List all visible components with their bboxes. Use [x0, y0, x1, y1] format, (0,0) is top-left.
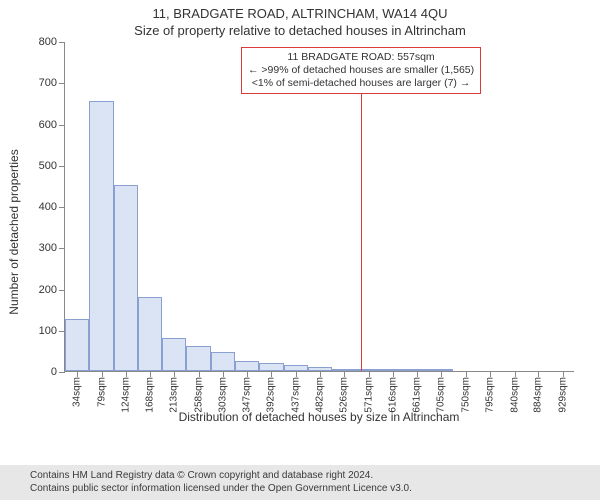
page-title-line2: Size of property relative to detached ho…	[0, 21, 600, 42]
x-tick-label: 303sqm	[218, 377, 229, 413]
x-tick-label: 34sqm	[72, 377, 83, 407]
y-tick	[59, 290, 65, 291]
annotation-line: 11 BRADGATE ROAD: 557sqm	[248, 51, 474, 64]
histogram-bar	[308, 367, 332, 371]
annotation-line: <1% of semi-detached houses are larger (…	[248, 77, 474, 90]
x-tick-label: 750sqm	[460, 377, 471, 413]
x-tick-label: 392sqm	[266, 377, 277, 413]
plot-area: 010020030040050060070080034sqm79sqm124sq…	[64, 42, 574, 372]
histogram-bar	[381, 369, 405, 371]
histogram-bar	[211, 352, 235, 371]
annotation-box: 11 BRADGATE ROAD: 557sqm← >99% of detach…	[241, 47, 481, 94]
histogram-bar	[235, 361, 259, 371]
x-tick-label: 258sqm	[193, 377, 204, 413]
footer-line1: Contains HM Land Registry data © Crown c…	[30, 469, 592, 482]
y-tick-label: 200	[39, 284, 57, 296]
x-tick-label: 884sqm	[533, 377, 544, 413]
annotation-line: ← >99% of detached houses are smaller (1…	[248, 64, 474, 77]
x-tick-label: 571sqm	[363, 377, 374, 413]
histogram-bar	[284, 365, 308, 371]
y-tick-label: 300	[39, 242, 57, 254]
histogram-bar	[259, 363, 283, 371]
x-tick-label: 840sqm	[509, 377, 520, 413]
y-tick-label: 600	[39, 119, 57, 131]
y-tick-label: 100	[39, 325, 57, 337]
x-tick-label: 795sqm	[485, 377, 496, 413]
y-tick-label: 800	[39, 36, 57, 48]
histogram-bar	[65, 319, 89, 371]
y-tick-label: 400	[39, 201, 57, 213]
x-axis-label: Distribution of detached houses by size …	[64, 410, 574, 424]
histogram-bar	[332, 369, 356, 371]
y-tick-label: 700	[39, 77, 57, 89]
footer-line2: Contains public sector information licen…	[30, 482, 592, 495]
x-tick-label: 661sqm	[412, 377, 423, 413]
x-tick-label: 168sqm	[144, 377, 155, 413]
histogram-bar	[429, 369, 453, 371]
x-tick-label: 437sqm	[290, 377, 301, 413]
histogram-bar	[186, 346, 210, 371]
x-tick-label: 616sqm	[387, 377, 398, 413]
y-axis-label: Number of detached properties	[7, 149, 21, 314]
histogram-bar	[89, 101, 113, 371]
x-tick-label: 79sqm	[96, 377, 107, 407]
footer: Contains HM Land Registry data © Crown c…	[0, 465, 600, 500]
x-tick-label: 482sqm	[315, 377, 326, 413]
x-tick-label: 526sqm	[339, 377, 350, 413]
histogram-bar	[405, 369, 429, 371]
x-tick-label: 213sqm	[169, 377, 180, 413]
x-tick-label: 347sqm	[242, 377, 253, 413]
x-tick-label: 929sqm	[557, 377, 568, 413]
chart-container: Number of detached properties 0100200300…	[24, 42, 584, 422]
histogram-bar	[138, 297, 162, 371]
y-tick	[59, 207, 65, 208]
y-tick-label: 500	[39, 160, 57, 172]
y-tick	[59, 372, 65, 373]
page-title-line1: 11, BRADGATE ROAD, ALTRINCHAM, WA14 4QU	[0, 0, 600, 21]
y-tick	[59, 125, 65, 126]
histogram-bar	[114, 185, 138, 371]
x-tick-label: 705sqm	[436, 377, 447, 413]
x-tick-label: 124sqm	[120, 377, 131, 413]
histogram-bar	[162, 338, 186, 371]
y-tick	[59, 83, 65, 84]
y-tick	[59, 248, 65, 249]
marker-line	[361, 77, 362, 371]
y-tick	[59, 42, 65, 43]
y-tick-label: 0	[51, 366, 57, 378]
y-tick	[59, 166, 65, 167]
